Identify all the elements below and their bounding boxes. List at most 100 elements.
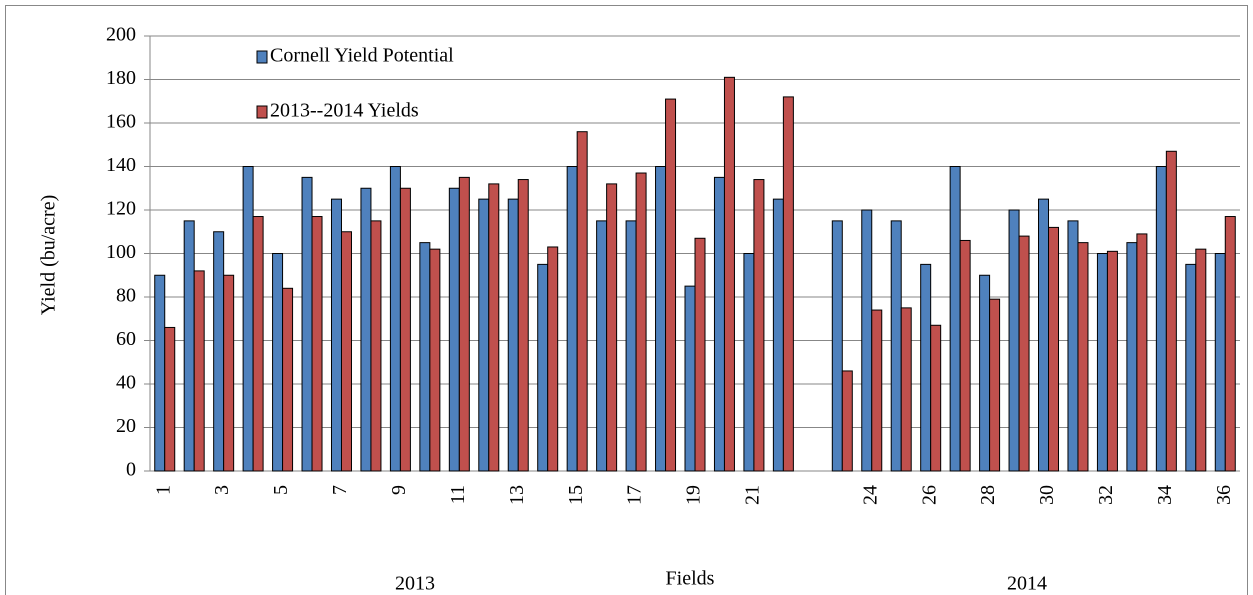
y-tick-label: 200 [106, 24, 136, 46]
bar [1185, 263, 1197, 472]
x-tick-label: 19 [683, 485, 705, 505]
y-tick-label: 120 [106, 198, 136, 220]
bar [360, 187, 372, 472]
bar [625, 220, 637, 472]
y-tick-label: 0 [126, 459, 136, 481]
x-tick-label: 24 [859, 485, 881, 505]
bar [900, 307, 912, 472]
bar [164, 326, 176, 472]
x-tick-label: 28 [977, 485, 999, 505]
bar [1126, 242, 1138, 472]
bar [1008, 209, 1020, 472]
bar [340, 231, 352, 472]
bar [655, 166, 667, 472]
x-tick-label: 5 [270, 485, 292, 495]
bar [713, 176, 725, 472]
x-tick-label: 21 [742, 485, 764, 505]
bar [949, 166, 961, 472]
bar [223, 274, 235, 472]
bar [1018, 235, 1030, 472]
group-label: 2013 [395, 573, 435, 595]
bar [213, 231, 225, 472]
bar [831, 220, 843, 472]
chart-border [5, 5, 1248, 595]
bar [1214, 253, 1226, 472]
x-tick-label: 17 [624, 485, 646, 505]
y-tick-label: 100 [106, 241, 136, 263]
bar [871, 309, 883, 472]
x-tick-label: 34 [1154, 485, 1176, 505]
x-tick-label: 13 [506, 485, 528, 505]
bar [635, 172, 647, 472]
bar [1038, 198, 1050, 472]
bar [1136, 233, 1148, 472]
bar [841, 370, 853, 472]
bar [861, 209, 873, 472]
bar [782, 96, 794, 472]
bar [448, 187, 460, 472]
bar [537, 263, 549, 472]
bar [576, 131, 588, 472]
bar [478, 198, 490, 472]
bar [1195, 248, 1207, 472]
bar [743, 253, 755, 472]
legend-swatch [256, 50, 268, 64]
bar [959, 239, 971, 472]
group-label: 2014 [1007, 573, 1047, 595]
bar [1155, 166, 1167, 472]
bar [183, 220, 195, 472]
bar [1224, 216, 1236, 472]
x-tick-label: 1 [152, 485, 174, 495]
bar [154, 274, 166, 472]
bar [1165, 150, 1177, 472]
bar [694, 237, 706, 472]
bar [1048, 226, 1060, 472]
bar [282, 287, 294, 472]
bar [606, 183, 618, 472]
bar [252, 216, 264, 472]
y-tick-label: 160 [106, 111, 136, 133]
bar [389, 166, 401, 472]
x-tick-label: 15 [565, 485, 587, 505]
x-tick-label: 30 [1036, 485, 1058, 505]
bar [979, 274, 991, 472]
y-tick-label: 40 [116, 372, 136, 394]
x-tick-label: 7 [329, 485, 351, 495]
bar [1096, 253, 1108, 472]
y-tick-label: 20 [116, 415, 136, 437]
bar [399, 187, 411, 472]
y-axis-title: Yield (bu/acre) [38, 195, 60, 316]
bar [1067, 220, 1079, 472]
bar [547, 246, 559, 472]
bar [920, 263, 932, 472]
x-tick-label: 26 [918, 485, 940, 505]
bar [458, 176, 470, 472]
legend-label: 2013--2014 Yields [270, 100, 419, 122]
x-tick-label: 36 [1213, 485, 1235, 505]
bar [723, 76, 735, 472]
y-tick-label: 60 [116, 328, 136, 350]
legend-label: Cornell Yield Potential [270, 45, 454, 67]
bar [596, 220, 608, 472]
x-tick-label: 9 [388, 485, 410, 495]
bar [311, 216, 323, 472]
bar [507, 198, 519, 472]
bar [753, 179, 765, 472]
legend-swatch [256, 105, 268, 119]
bar [488, 183, 500, 472]
bar [370, 220, 382, 472]
bar [1106, 250, 1118, 472]
bar [930, 324, 942, 472]
x-tick-label: 32 [1095, 485, 1117, 505]
bar [665, 98, 677, 472]
bar [1077, 242, 1089, 472]
bar [989, 298, 1001, 472]
x-tick-label: 3 [211, 485, 233, 495]
bar [193, 270, 205, 472]
y-tick-label: 140 [106, 154, 136, 176]
bar [890, 220, 902, 472]
x-tick-label: 11 [447, 485, 469, 504]
bar [242, 166, 254, 472]
y-tick-label: 180 [106, 67, 136, 89]
